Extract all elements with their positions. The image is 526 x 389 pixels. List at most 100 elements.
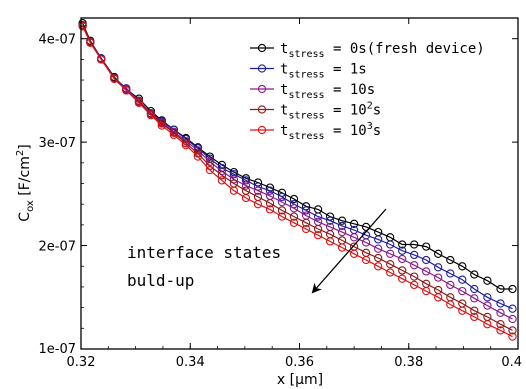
plot-frame xyxy=(80,17,519,350)
series-4-point xyxy=(205,165,215,175)
series-2-point xyxy=(496,308,505,317)
legend-item-3: tstress = 102s xyxy=(250,101,381,122)
series-4-point xyxy=(349,249,359,258)
series-2-point xyxy=(253,186,263,195)
series-2-point xyxy=(410,261,419,270)
legend-label-2: tstress = 10s xyxy=(280,82,375,101)
series-3-point xyxy=(374,253,383,263)
legend-marker xyxy=(257,43,267,53)
series-3-point xyxy=(301,218,311,227)
series-4-point xyxy=(122,86,131,95)
series-4-point xyxy=(470,312,479,322)
series-1-point xyxy=(508,304,517,313)
series-4-point xyxy=(361,255,371,265)
x-tick-label-0: 0.32 xyxy=(67,355,96,370)
series-4-point xyxy=(386,268,395,277)
series-line-1 xyxy=(82,24,513,310)
series-4-point xyxy=(301,224,311,234)
y-tick-label-1: 2e-07 xyxy=(38,240,76,255)
series-4-point xyxy=(253,200,263,209)
series-4-point xyxy=(86,38,95,47)
series-1-point xyxy=(265,186,275,195)
x-axis: 0.32 0.34 0.36 0.38 0.4 xyxy=(67,18,522,370)
series-1-point xyxy=(337,221,347,231)
series-line-2 xyxy=(82,24,513,320)
series-4-point xyxy=(410,280,419,290)
series-1-point xyxy=(241,176,251,185)
series-4-point xyxy=(277,212,287,221)
series-4-point xyxy=(434,293,443,302)
series-2-point xyxy=(386,249,395,258)
series-4-point xyxy=(110,74,119,84)
series-3-point xyxy=(410,272,419,281)
series-3-point xyxy=(508,326,517,335)
series-2-point xyxy=(241,181,251,190)
annotation-line-1: interface states xyxy=(127,243,281,262)
series-3-point xyxy=(277,206,287,215)
series-3-point xyxy=(313,224,323,234)
series-4-point xyxy=(458,306,467,315)
series-4-point xyxy=(496,326,505,335)
series-0-point xyxy=(458,262,467,271)
legend: tstress = 0s(fresh device)tstress = 1sts… xyxy=(250,41,485,142)
series-1-point xyxy=(410,250,419,260)
series-3-point xyxy=(496,320,505,329)
series-3-point xyxy=(386,260,395,269)
series-0-point xyxy=(434,249,443,258)
series-4-point xyxy=(217,176,227,185)
series-0-point xyxy=(349,219,359,228)
legend-label-1: tstress = 1s xyxy=(280,62,367,81)
y-axis-label-sub: ox xyxy=(25,200,36,212)
series-2-point xyxy=(289,204,299,213)
y-axis-label-unit: [F/cm xyxy=(17,156,33,200)
series-1-point xyxy=(301,206,311,215)
legend-item-4: tstress = 103s xyxy=(250,121,381,142)
series-2-point xyxy=(277,197,287,207)
series-line-3 xyxy=(82,24,513,331)
series-1-point xyxy=(374,235,383,244)
series-0-point xyxy=(289,194,299,204)
series-0-point xyxy=(337,216,347,225)
series-2-point xyxy=(446,280,455,290)
legend-marker xyxy=(257,64,267,73)
legend-item-0: tstress = 0s(fresh device) xyxy=(250,41,485,60)
series-3-point xyxy=(265,199,275,208)
trend-arrow xyxy=(311,208,387,294)
series-1-point xyxy=(458,275,467,284)
series-line-4 xyxy=(82,26,513,338)
series-4-point xyxy=(265,205,275,214)
series-4-point xyxy=(134,98,144,107)
y-axis-label-unit-sup: 2 xyxy=(15,150,26,156)
x-tick-label-1: 0.34 xyxy=(176,355,205,370)
series-1-point xyxy=(483,293,492,302)
series-4-point xyxy=(325,237,335,246)
series-0-point xyxy=(422,242,431,251)
series-0-point xyxy=(470,270,479,279)
series-4-point xyxy=(193,152,203,161)
series-2-point xyxy=(422,267,431,276)
series-4-point xyxy=(483,320,492,329)
series-0-point xyxy=(205,152,215,161)
legend-label-0: tstress = 0s(fresh device) xyxy=(280,41,485,60)
series-2-point xyxy=(483,301,492,310)
y-axis-label: Cox [F/cm2] xyxy=(15,144,36,221)
series-2-point xyxy=(349,233,359,242)
series-1-point xyxy=(434,263,443,272)
series-4-point xyxy=(289,218,299,227)
legend-marker xyxy=(257,84,267,94)
series-4-point xyxy=(146,111,156,120)
series-0-point xyxy=(446,255,455,265)
series-1-point xyxy=(398,246,407,255)
series-0-point xyxy=(410,240,419,249)
y-axis: 1e-07 2e-07 3e-07 4e-07 xyxy=(38,17,518,357)
y-axis-label-base: C xyxy=(17,212,33,222)
series-4-point xyxy=(446,300,455,309)
series-4-point xyxy=(337,243,347,252)
legend-marker xyxy=(257,105,267,114)
series-1-point xyxy=(229,170,239,179)
series-1-point xyxy=(386,240,395,249)
x-axis-label: x [µm] xyxy=(277,372,323,388)
y-tick-label-0: 1e-07 xyxy=(38,342,76,357)
y-tick-label-2: 3e-07 xyxy=(38,136,76,151)
series-4-point xyxy=(78,22,87,31)
